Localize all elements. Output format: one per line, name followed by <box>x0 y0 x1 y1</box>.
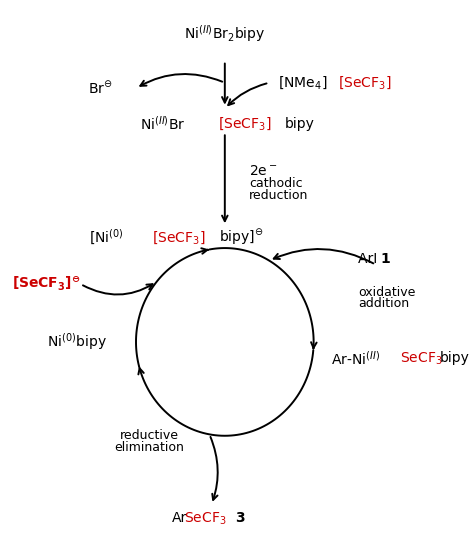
Text: Ni$^{(II)}$Br$_2$bipy: Ni$^{(II)}$Br$_2$bipy <box>184 23 265 43</box>
Text: [SeCF$_3$]: [SeCF$_3$] <box>152 229 205 246</box>
Text: bipy: bipy <box>285 117 315 131</box>
Text: SeCF$_3$: SeCF$_3$ <box>400 350 443 367</box>
Text: bipy: bipy <box>440 351 470 365</box>
Text: cathodic: cathodic <box>249 177 303 190</box>
Text: [Ni$^{(0)}$: [Ni$^{(0)}$ <box>90 228 124 247</box>
Text: [NMe$_4$]: [NMe$_4$] <box>278 74 328 91</box>
Text: $\mathbf{3}$: $\mathbf{3}$ <box>236 511 246 525</box>
Text: bipy]$^{\ominus}$: bipy]$^{\ominus}$ <box>219 227 264 247</box>
Text: Ni$^{(0)}$bipy: Ni$^{(0)}$bipy <box>47 331 107 353</box>
Text: [SeCF$_3$]: [SeCF$_3$] <box>338 74 392 91</box>
Text: oxidative: oxidative <box>358 286 415 299</box>
Text: reduction: reduction <box>249 189 309 202</box>
Text: [SeCF$_3$]: [SeCF$_3$] <box>218 116 272 133</box>
Text: $\mathbf{1}$: $\mathbf{1}$ <box>380 252 391 266</box>
Text: $\mathbf{[SeCF_3]^{\ominus}}$: $\mathbf{[SeCF_3]^{\ominus}}$ <box>12 275 80 293</box>
Text: Ar-Ni$^{(II)}$: Ar-Ni$^{(II)}$ <box>331 349 381 368</box>
Text: 2e$^-$: 2e$^-$ <box>249 164 278 178</box>
Text: elimination: elimination <box>114 441 184 455</box>
Text: Ni$^{(II)}$Br: Ni$^{(II)}$Br <box>140 115 186 133</box>
Text: reductive: reductive <box>120 429 179 442</box>
Text: SeCF$_3$: SeCF$_3$ <box>184 510 227 526</box>
Text: Br$^{\ominus}$: Br$^{\ominus}$ <box>88 80 113 97</box>
Text: ArI: ArI <box>358 252 382 266</box>
Text: Ar: Ar <box>172 511 187 525</box>
Text: addition: addition <box>358 297 409 310</box>
